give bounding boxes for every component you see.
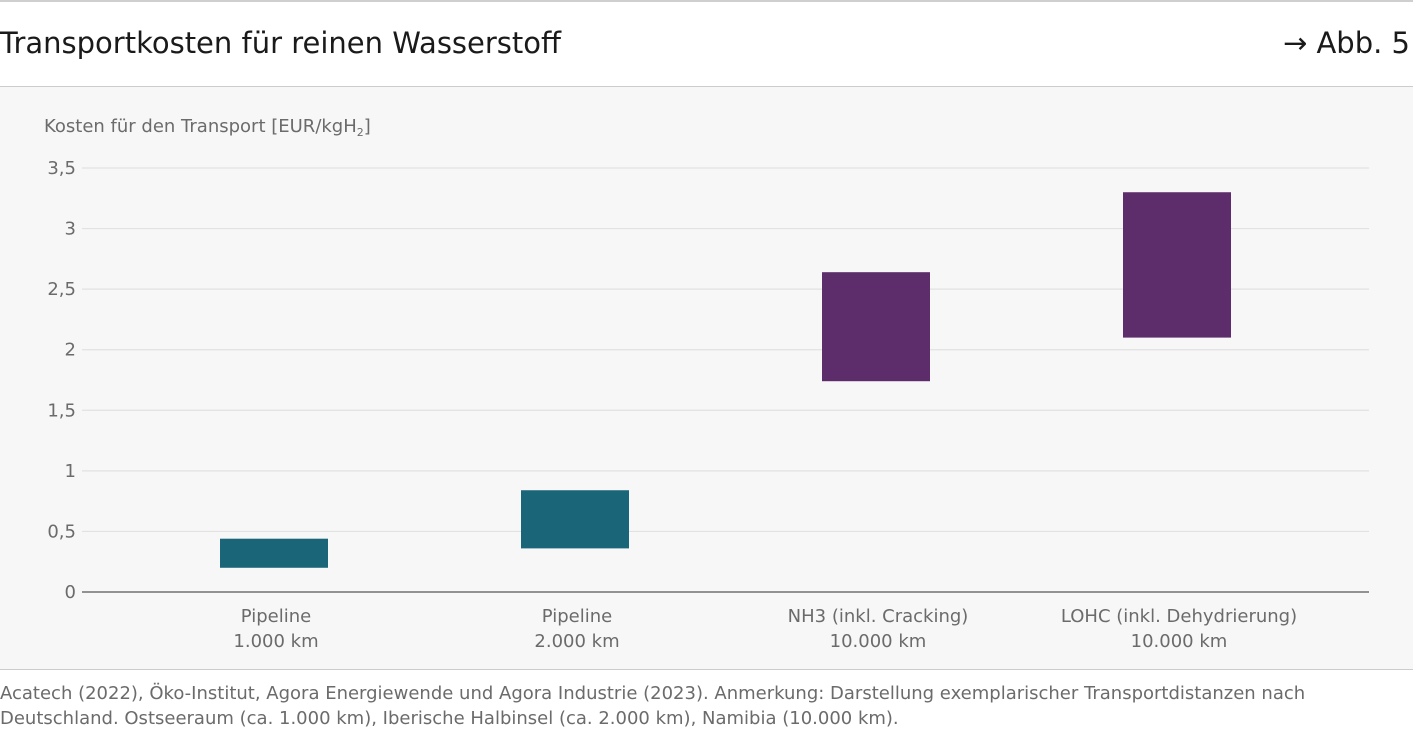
y-axis-label: Kosten für den Transport [EUR/kgH2] [44, 116, 371, 139]
y-axis-label-main: Kosten für den Transport [EUR/kgH [44, 116, 357, 137]
x-category-label: Pipeline [241, 606, 311, 627]
chart-panel [0, 86, 1413, 670]
x-category-sublabel: 10.000 km [1131, 631, 1228, 652]
x-category-sublabel: 2.000 km [534, 631, 619, 652]
y-tick-label: 0 [65, 582, 76, 603]
y-tick-label: 1 [65, 461, 76, 482]
y-tick-label: 3 [65, 219, 76, 240]
x-category-sublabel: 1.000 km [233, 631, 318, 652]
x-category-sublabel: 10.000 km [830, 631, 927, 652]
figure-header: Transportkosten für reinen Wasserstoff →… [0, 2, 1413, 86]
y-tick-label: 3,5 [47, 158, 76, 179]
y-tick-label: 2 [65, 340, 76, 361]
x-category-label: LOHC (inkl. Dehydrierung) [1061, 606, 1297, 627]
figure-reference: → Abb. 5 [1282, 26, 1410, 60]
chart-title: Transportkosten für reinen Wasserstoff [0, 26, 562, 60]
range-bar [822, 272, 930, 382]
range-bar [1123, 192, 1231, 338]
source-note: Acatech (2022), Öko-Institut, Agora Ener… [0, 683, 1306, 729]
y-axis-label-subscript: 2 [356, 126, 364, 139]
range-bar [521, 490, 629, 549]
y-tick-label: 1,5 [47, 400, 76, 421]
x-category-label: NH3 (inkl. Cracking) [788, 606, 969, 627]
top-rule [0, 0, 1413, 2]
x-category-label: Pipeline [542, 606, 612, 627]
y-axis-label-tail: ] [363, 116, 371, 137]
y-tick-label: 0,5 [47, 521, 76, 542]
range-bar [220, 538, 328, 568]
y-tick-label: 2,5 [47, 279, 76, 300]
